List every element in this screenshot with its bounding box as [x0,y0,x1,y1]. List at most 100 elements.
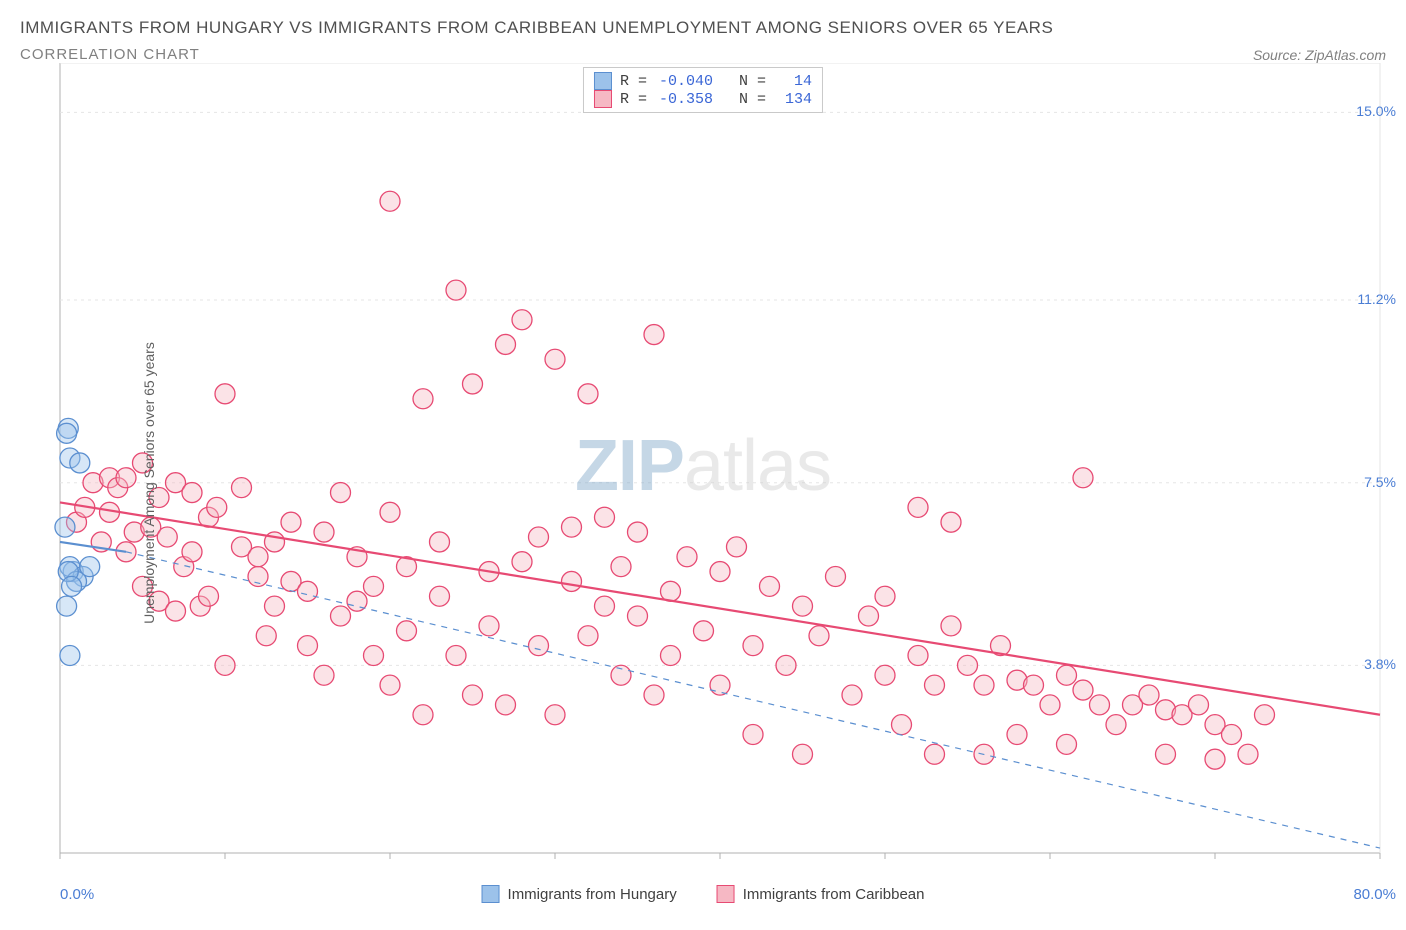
y-tick-label: 11.2% [1357,291,1396,307]
data-point [1057,665,1077,685]
legend-swatch [594,72,612,90]
data-point [628,522,648,542]
y-tick-label: 15.0% [1356,103,1396,119]
y-tick-label: 3.8% [1364,656,1396,672]
data-point [298,636,318,656]
legend-item: Immigrants from Hungary [482,885,677,903]
legend-stat-row: R = -0.040 N = 14 [594,72,812,90]
data-point [55,517,75,537]
data-point [496,695,516,715]
data-point [446,280,466,300]
data-point [314,665,334,685]
data-point [380,191,400,211]
data-point [1205,749,1225,769]
data-point [199,586,219,606]
data-point [545,705,565,725]
data-point [1255,705,1275,725]
data-point [595,596,615,616]
data-point [875,665,895,685]
data-point [529,527,549,547]
data-point [611,557,631,577]
data-point [677,547,697,567]
data-point [57,596,77,616]
legend-label: Immigrants from Hungary [508,886,677,903]
chart-header: IMMIGRANTS FROM HUNGARY VS IMMIGRANTS FR… [0,0,1406,63]
legend-label: Immigrants from Caribbean [743,886,925,903]
data-point [974,675,994,695]
chart-title: IMMIGRANTS FROM HUNGARY VS IMMIGRANTS FR… [20,18,1386,38]
data-point [60,646,80,666]
data-point [446,646,466,666]
data-point [1189,695,1209,715]
data-point [413,705,433,725]
y-axis-label: Unemployment Among Seniors over 65 years [141,342,157,624]
data-point [430,532,450,552]
data-point [710,562,730,582]
scatter-plot [0,63,1406,883]
data-point [595,507,615,527]
data-point [281,512,301,532]
data-point [908,646,928,666]
data-point [793,596,813,616]
data-point [1106,715,1126,735]
data-point [1057,734,1077,754]
data-point [397,621,417,641]
data-point [875,586,895,606]
chart-area: Unemployment Among Seniors over 65 years… [0,63,1406,903]
data-point [644,685,664,705]
data-point [776,655,796,675]
data-point [57,423,77,443]
data-point [364,576,384,596]
data-point [298,581,318,601]
data-point [157,527,177,547]
data-point [529,636,549,656]
data-point [941,512,961,532]
legend-swatch [594,90,612,108]
data-point [207,497,227,517]
data-point [1139,685,1159,705]
data-point [826,567,846,587]
data-point [941,616,961,636]
data-point [430,586,450,606]
data-point [62,576,82,596]
data-point [908,497,928,517]
data-point [743,725,763,745]
data-point [661,646,681,666]
data-point [925,675,945,695]
data-point [842,685,862,705]
data-point [578,384,598,404]
data-point [1238,744,1258,764]
data-point [1090,695,1110,715]
x-axis-min-label: 0.0% [60,886,94,903]
data-point [710,675,730,695]
data-point [661,581,681,601]
data-point [364,646,384,666]
data-point [182,542,202,562]
data-point [562,571,582,591]
data-point [694,621,714,641]
y-tick-label: 7.5% [1364,474,1396,490]
legend-swatch [482,885,500,903]
data-point [793,744,813,764]
data-point [479,616,499,636]
legend-stat-row: R = -0.358 N = 134 [594,90,812,108]
data-point [314,522,334,542]
data-point [859,606,879,626]
data-point [727,537,747,557]
data-point [809,626,829,646]
data-point [1007,725,1027,745]
data-point [463,374,483,394]
data-point [496,334,516,354]
data-point [248,547,268,567]
legend-series: Immigrants from Hungary Immigrants from C… [482,885,925,903]
data-point [380,502,400,522]
legend-swatch [717,885,735,903]
data-point [562,517,582,537]
data-point [215,655,235,675]
data-point [232,478,252,498]
data-point [958,655,978,675]
legend-stats: R = -0.040 N = 14R = -0.358 N = 134 [583,67,823,113]
data-point [545,349,565,369]
data-point [463,685,483,705]
data-point [256,626,276,646]
